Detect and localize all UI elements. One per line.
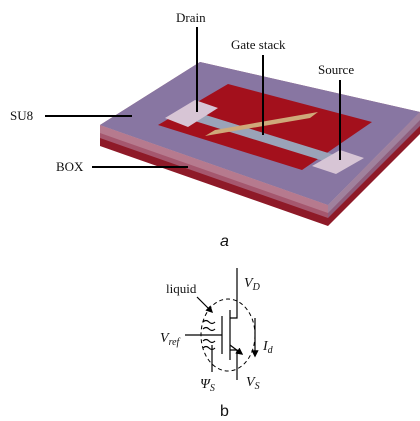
caption: a [220, 233, 229, 250]
device-3d [100, 62, 420, 226]
label: liquid [166, 281, 197, 296]
label: Gate stack [231, 37, 286, 52]
figure: Drain Gate stack Source SU8 BOX a liquid… [0, 0, 420, 421]
label: Source [318, 62, 354, 77]
symbol: Id [262, 339, 274, 356]
label: BOX [56, 159, 84, 174]
label: SU8 [10, 108, 33, 123]
liquid-arrow [197, 297, 212, 312]
source-lead [230, 350, 237, 380]
symbol: VD [244, 276, 261, 293]
drain-lead [230, 268, 237, 318]
caption: b [220, 403, 229, 420]
symbol: Vref [160, 331, 181, 348]
symbol: VS [246, 375, 260, 392]
symbol: ΨS [200, 377, 215, 394]
label: Drain [176, 10, 206, 25]
